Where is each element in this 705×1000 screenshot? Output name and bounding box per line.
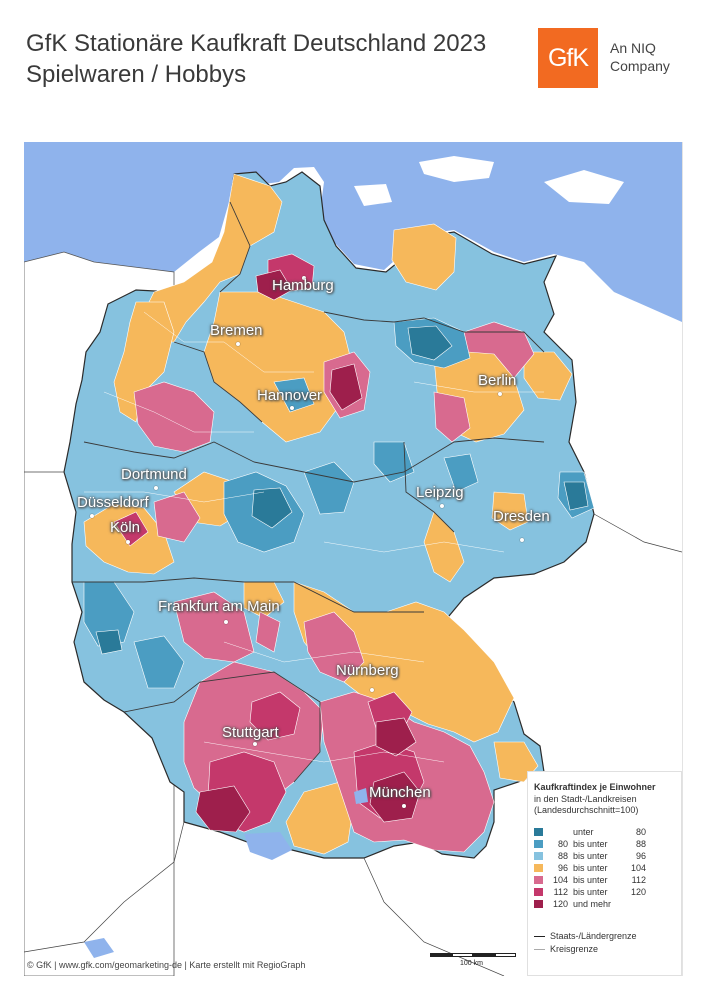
city-label-bremen: Bremen	[210, 322, 263, 339]
gfk-logo: GfK An NIQ Company	[538, 28, 688, 90]
island	[419, 156, 494, 182]
legend-class-row: 104 bis unter 112	[534, 874, 673, 886]
scale-segment	[495, 953, 516, 957]
city-label-hamburg: Hamburg	[272, 277, 334, 294]
city-label-nuernberg: Nürnberg	[336, 662, 399, 679]
scale-label: 100 km	[460, 960, 483, 967]
legend-state-border-label: Staats-/Ländergrenze	[550, 931, 637, 941]
legend-subtitle-1: in den Stadt-/Landkreisen	[534, 794, 637, 804]
state-border-line	[534, 936, 545, 937]
city-marker-dresden	[520, 538, 524, 542]
legend-to: 120	[630, 887, 646, 897]
legend-to: 104	[630, 863, 646, 873]
city-label-frankfurt: Frankfurt am Main	[158, 598, 280, 615]
legend-from: 88	[557, 851, 568, 861]
city-label-dortmund: Dortmund	[121, 466, 187, 483]
scale-segment	[452, 953, 473, 957]
lake	[354, 788, 368, 804]
legend-class-row: 80 bis unter 88	[534, 838, 673, 850]
city-marker-hannover	[290, 406, 294, 410]
legend-swatch	[534, 900, 543, 908]
legend-relation: bis unter	[573, 887, 608, 897]
district-borders	[84, 311, 544, 763]
city-marker-frankfurt	[224, 620, 228, 624]
city-label-berlin: Berlin	[478, 372, 517, 389]
index-120-plus-regions	[195, 269, 421, 833]
city-label-duesseldorf: Düsseldorf	[77, 494, 149, 511]
legend-swatch	[534, 840, 543, 848]
city-marker-koeln	[126, 540, 130, 544]
city-label-dresden: Dresden	[493, 508, 550, 525]
legend-to: 112	[631, 875, 646, 885]
city-marker-muenchen	[402, 804, 406, 808]
legend-class-row: 88 bis unter 96	[534, 850, 673, 862]
legend-relation: unter	[573, 827, 594, 837]
germany-map: Hamburg Bremen Berlin Hannover Dortmund …	[24, 142, 683, 976]
city-marker-hamburg	[302, 276, 306, 280]
logo-tagline-line-1: An NIQ	[610, 40, 656, 56]
legend-relation: und mehr	[573, 899, 612, 909]
gfk-logo-mark: GfK	[538, 28, 598, 88]
legend-state-border: Staats-/Ländergrenze	[534, 930, 673, 943]
north-sea	[24, 142, 682, 322]
scale-segment	[473, 953, 495, 957]
legend-spacer	[534, 910, 673, 930]
city-label-leipzig: Leipzig	[416, 484, 464, 501]
lake-constance	[244, 832, 292, 860]
city-label-stuttgart: Stuttgart	[222, 724, 279, 741]
legend-relation: bis unter	[573, 851, 608, 861]
legend-to: 96	[635, 851, 646, 861]
city-marker-bremen	[236, 342, 240, 346]
legend-from: 80	[557, 839, 568, 849]
title-line-2: Spielwaren / Hobbys	[26, 61, 247, 88]
state-borders	[72, 201, 545, 783]
logo-tagline: An NIQ Company	[610, 39, 670, 75]
legend-relation: bis unter	[573, 839, 608, 849]
lake	[84, 938, 114, 958]
legend-heading: Kaufkraftindex je Einwohner	[534, 782, 656, 792]
city-label-hannover: Hannover	[257, 387, 323, 404]
city-label-koeln: Köln	[110, 519, 141, 536]
legend-class-row: 112 bis unter 120	[534, 886, 673, 898]
legend-swatch	[534, 852, 543, 860]
scale-bar: 100 km	[430, 953, 516, 971]
map-title: GfK Stationäre Kaufkraft Deutschland 202…	[26, 28, 486, 90]
legend-relation: bis unter	[573, 863, 608, 873]
legend-from: 120	[552, 899, 568, 909]
legend-swatch	[534, 888, 543, 896]
scale-segment	[430, 953, 452, 957]
legend-class-row: 120 und mehr	[534, 898, 673, 910]
legend-district-border-label: Kreisgrenze	[550, 944, 599, 954]
legend-class-row: unter 80	[534, 826, 673, 838]
legend-swatch	[534, 876, 543, 884]
legend-from: 112	[553, 887, 568, 897]
district-border-line	[534, 949, 545, 950]
map-legend: Kaufkraftindex je Einwohner in den Stadt…	[527, 771, 682, 976]
legend-district-border: Kreisgrenze	[534, 943, 673, 956]
logo-tagline-line-2: Company	[610, 58, 670, 74]
legend-from: 96	[557, 863, 568, 873]
legend-swatch	[534, 864, 543, 872]
legend-to: 80	[635, 827, 646, 837]
map-canvas	[24, 142, 682, 976]
city-marker-duesseldorf	[90, 514, 94, 518]
island	[544, 170, 624, 204]
city-marker-stuttgart	[253, 742, 257, 746]
legend-to: 88	[635, 839, 646, 849]
legend-relation: bis unter	[573, 875, 608, 885]
city-label-muenchen: München	[369, 784, 431, 801]
city-marker-dortmund	[154, 486, 158, 490]
city-marker-nuernberg	[370, 688, 374, 692]
legend-classes: unter 80 80 bis unter 88 88 bis unter 96…	[534, 826, 673, 910]
legend-swatch	[534, 828, 543, 836]
legend-class-row: 96 bis unter 104	[534, 862, 673, 874]
footer-credit: © GfK | www.gfk.com/geomarketing-de | Ka…	[27, 960, 306, 970]
city-marker-leipzig	[440, 504, 444, 508]
legend-from: 104	[552, 875, 568, 885]
index-under-80-regions	[95, 325, 589, 655]
city-marker-berlin	[498, 392, 502, 396]
island	[354, 184, 392, 206]
legend-subtitle-2: (Landesdurchschnitt=100)	[534, 805, 639, 815]
title-line-1: GfK Stationäre Kaufkraft Deutschland 202…	[26, 30, 487, 57]
